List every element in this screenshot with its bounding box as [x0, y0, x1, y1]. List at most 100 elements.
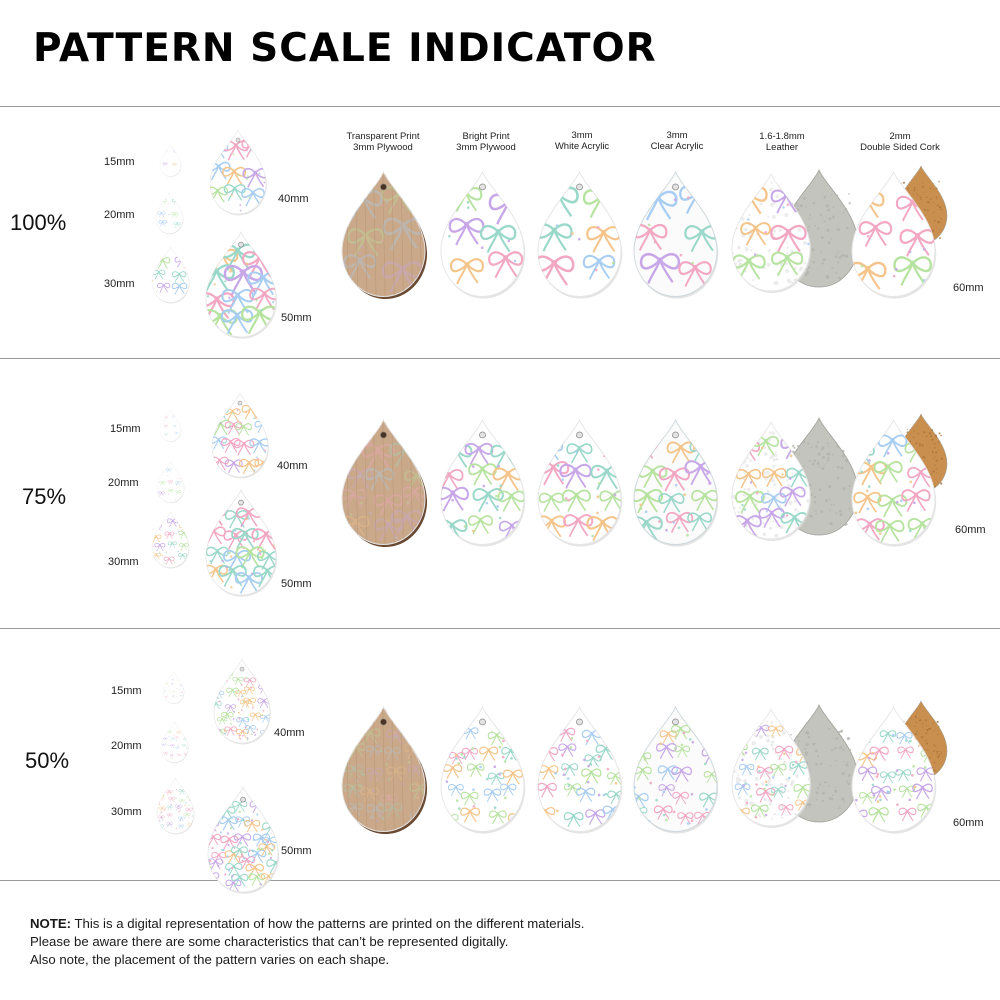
bow-motif — [163, 751, 168, 756]
bow-motif — [795, 724, 811, 739]
bow-motif — [633, 223, 668, 251]
size-label-15mm: 15mm — [104, 156, 135, 168]
bow-motif — [154, 542, 166, 552]
bow-motif — [178, 824, 185, 829]
material-leather — [731, 172, 812, 293]
bow-motif — [868, 807, 889, 823]
bow-motif — [164, 696, 168, 699]
bow-motif — [739, 763, 755, 776]
material-clear-acrylic — [633, 705, 719, 834]
bow-motif — [373, 494, 403, 517]
bow-motif — [449, 258, 484, 285]
sample-30mm — [151, 511, 190, 569]
divider-bottom — [0, 880, 1000, 881]
column-header-white-acrylic: 3mm White Acrylic — [554, 130, 610, 152]
bow-motif — [874, 520, 905, 543]
bow-motif — [441, 724, 458, 737]
bow-motif — [249, 287, 276, 312]
bow-motif — [859, 791, 876, 805]
bow-motif — [770, 224, 807, 253]
size-label-50mm: 50mm — [281, 578, 312, 590]
bow-motif — [500, 783, 517, 797]
material-transparent-plywood — [341, 705, 428, 834]
bow-motif — [756, 766, 774, 780]
bow-motif — [464, 442, 494, 466]
bow-motif — [343, 783, 363, 799]
bow-motif — [173, 221, 181, 228]
bow-motif — [221, 712, 234, 722]
size-label-40mm: 40mm — [277, 460, 308, 472]
bow-motif — [236, 717, 250, 727]
material-leather — [731, 420, 812, 541]
bow-motif — [770, 786, 786, 799]
material-leather — [731, 707, 812, 828]
bow-motif — [231, 527, 259, 550]
bow-motif — [260, 714, 270, 723]
sample-40mm — [209, 129, 267, 216]
bow-motif — [699, 724, 717, 740]
bow-motif — [460, 791, 479, 806]
bow-motif — [869, 746, 889, 762]
bow-motif — [633, 766, 652, 781]
bow-motif — [225, 862, 243, 877]
bow-motif — [157, 211, 166, 218]
bow-motif — [249, 438, 268, 454]
size-label-15mm: 15mm — [111, 685, 142, 697]
bow-motif — [342, 727, 362, 743]
note-line-1: This is a digital representation of how … — [74, 916, 585, 931]
bow-motif — [224, 421, 243, 435]
bow-motif — [344, 764, 364, 779]
size-label-30mm: 30mm — [111, 806, 142, 818]
bow-motif — [497, 490, 524, 512]
bow-motif — [224, 459, 243, 474]
bow-motif — [256, 550, 276, 570]
bow-motif — [171, 282, 188, 295]
bow-motif — [858, 766, 878, 782]
bow-motif — [167, 488, 174, 494]
bow-motif — [157, 282, 171, 293]
bow-motif — [206, 546, 229, 565]
material-transparent-plywood — [341, 418, 428, 547]
bow-motif — [656, 743, 677, 759]
bow-motif — [581, 768, 602, 785]
bow-motif — [167, 730, 172, 734]
bow-motif — [185, 786, 193, 792]
column-header-transparent-plywood: Transparent Print 3mm Plywood — [346, 131, 420, 153]
bow-motif — [563, 783, 582, 797]
bow-motif — [758, 507, 785, 528]
bow-motif — [916, 767, 935, 782]
bow-motif — [180, 691, 183, 694]
bow-motif — [479, 746, 499, 762]
bow-motif — [158, 220, 167, 227]
bow-motif — [538, 492, 564, 512]
note-label: NOTE: — [30, 916, 72, 931]
bow-motif — [735, 490, 765, 514]
sample-40mm — [211, 392, 269, 479]
bow-motif — [164, 678, 167, 681]
material-bright-plywood — [440, 170, 526, 299]
bow-motif — [166, 805, 173, 811]
bow-motif — [178, 553, 188, 561]
bow-motif — [171, 271, 187, 283]
bow-motif — [232, 800, 248, 813]
bow-motif — [245, 863, 264, 878]
bow-motif — [158, 491, 165, 497]
bow-motif — [537, 782, 557, 798]
bow-motif — [665, 511, 694, 533]
bow-motif — [895, 769, 912, 782]
note-line-3: Also note, the placement of the pattern … — [30, 952, 390, 967]
bow-motif — [735, 468, 762, 489]
bow-motif — [174, 431, 179, 435]
divider-row-1 — [0, 358, 1000, 359]
bow-motif — [443, 764, 463, 779]
sample-50mm — [205, 230, 278, 339]
bow-motif — [440, 486, 469, 512]
bow-motif — [877, 434, 908, 458]
bow-motif — [658, 493, 685, 514]
size-label-40mm: 40mm — [274, 727, 305, 739]
bow-motif — [166, 813, 173, 818]
size-label-50mm: 50mm — [281, 845, 312, 857]
bow-motif — [563, 514, 594, 538]
bow-motif — [637, 727, 655, 741]
bow-motif — [653, 805, 673, 820]
